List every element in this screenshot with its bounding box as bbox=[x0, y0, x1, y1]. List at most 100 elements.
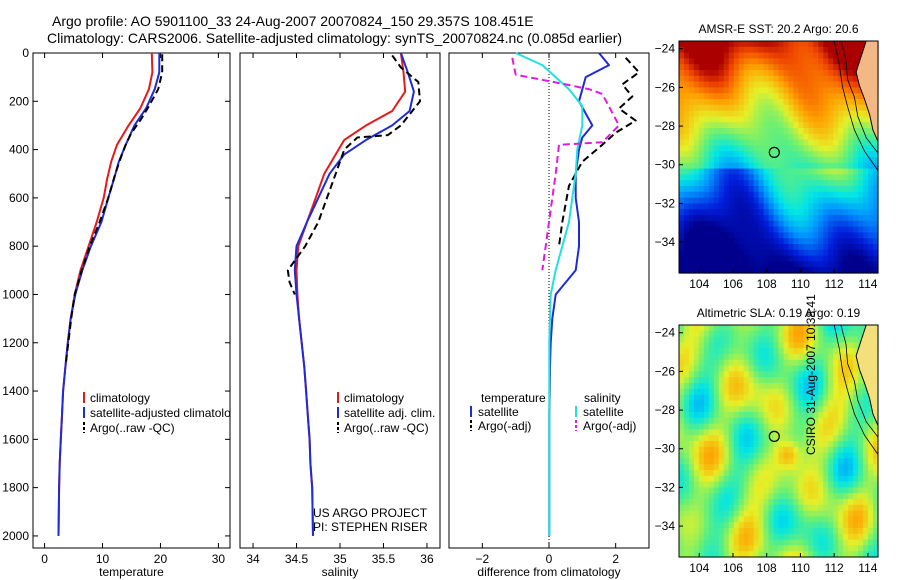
heatmap-cell bbox=[713, 52, 720, 59]
heatmap-cell bbox=[803, 394, 809, 401]
heatmap-cell bbox=[843, 423, 849, 430]
heatmap-cell bbox=[808, 377, 814, 384]
heatmap-cell bbox=[823, 157, 829, 164]
heatmap-cell bbox=[733, 487, 740, 494]
heatmap-cell bbox=[793, 133, 799, 141]
heatmap-cell bbox=[773, 516, 780, 523]
heatmap-cell bbox=[718, 464, 725, 471]
heatmap-cell bbox=[708, 93, 715, 100]
heatmap-cell bbox=[733, 244, 740, 251]
heatmap-cell bbox=[848, 377, 854, 384]
heatmap-cell bbox=[688, 191, 695, 199]
heatmap-cell bbox=[868, 186, 874, 193]
heatmap-cell bbox=[748, 174, 755, 181]
heatmap-cell bbox=[813, 41, 819, 48]
heatmap-cell bbox=[813, 481, 819, 488]
heatmap-cell bbox=[768, 133, 775, 141]
heatmap-cell bbox=[843, 162, 849, 170]
heatmap-cell bbox=[778, 499, 785, 506]
heatmap-cell bbox=[833, 128, 839, 135]
heatmap-cell bbox=[708, 493, 715, 500]
heatmap-cell bbox=[713, 551, 720, 558]
heatmap-cell bbox=[723, 93, 730, 100]
heatmap-cell bbox=[828, 516, 834, 523]
heatmap-cell bbox=[688, 209, 695, 216]
heatmap-cell bbox=[758, 441, 765, 448]
heatmap-cell bbox=[853, 417, 859, 425]
heatmap-cell bbox=[748, 226, 755, 233]
heatmap-cell bbox=[763, 348, 770, 355]
heatmap-cell bbox=[718, 388, 725, 396]
heatmap-cell bbox=[873, 139, 879, 146]
heatmap-cell bbox=[738, 261, 745, 268]
heatmap-cell bbox=[808, 249, 814, 257]
heatmap-cell bbox=[808, 104, 814, 112]
heatmap-cell bbox=[698, 215, 705, 222]
heatmap-cell bbox=[873, 209, 879, 216]
heatmap-cell bbox=[788, 545, 795, 552]
heatmap-cell bbox=[728, 168, 735, 175]
heatmap-cell bbox=[818, 342, 824, 349]
legend-entry: satellite adj. clim. bbox=[344, 406, 435, 420]
heatmap-cell bbox=[828, 180, 834, 187]
heatmap-cell bbox=[783, 58, 790, 65]
heatmap-cell bbox=[848, 52, 854, 59]
heatmap-cell bbox=[698, 75, 705, 83]
heatmap-cell bbox=[693, 174, 700, 181]
heatmap-cell bbox=[803, 128, 809, 135]
heatmap-cell bbox=[703, 446, 710, 454]
heatmap-cell bbox=[728, 162, 735, 170]
heatmap-cell bbox=[693, 499, 700, 506]
heatmap-cell bbox=[708, 41, 715, 48]
heatmap-cell bbox=[718, 249, 725, 257]
heatmap-cell bbox=[728, 41, 735, 48]
heatmap-cell bbox=[798, 470, 804, 477]
heatmap-cell bbox=[693, 186, 700, 193]
heatmap-cell bbox=[803, 99, 809, 106]
heatmap-cell bbox=[853, 452, 859, 459]
heatmap-cell bbox=[843, 417, 849, 425]
heatmap-cell bbox=[778, 545, 785, 552]
heatmap-cell bbox=[788, 93, 795, 100]
heatmap-cell bbox=[743, 435, 750, 442]
heatmap-cell bbox=[708, 539, 715, 546]
heatmap-cell bbox=[773, 116, 780, 123]
heatmap-cell bbox=[803, 441, 809, 448]
heatmap-cell bbox=[683, 464, 690, 471]
heatmap-cell bbox=[703, 87, 710, 94]
heatmap-cell bbox=[738, 371, 745, 378]
heatmap-cell bbox=[738, 545, 745, 552]
heatmap-cell bbox=[679, 348, 685, 355]
y-tick-label: 800 bbox=[9, 239, 29, 253]
heatmap-cell bbox=[723, 139, 730, 146]
heatmap-cell bbox=[853, 261, 859, 268]
heatmap-cell bbox=[738, 186, 745, 193]
heatmap-cell bbox=[788, 464, 795, 471]
heatmap-cell bbox=[848, 232, 854, 239]
heatmap-cell bbox=[733, 330, 740, 338]
heatmap-cell bbox=[728, 371, 735, 378]
heatmap-cell bbox=[778, 58, 785, 65]
heatmap-cell bbox=[843, 116, 849, 123]
heatmap-cell bbox=[773, 232, 780, 239]
heatmap-cell bbox=[798, 417, 804, 425]
heatmap-cell bbox=[708, 186, 715, 193]
heatmap-cell bbox=[758, 400, 765, 407]
heatmap-cell bbox=[703, 174, 710, 181]
heatmap-cell bbox=[778, 99, 785, 106]
heatmap-cell bbox=[708, 354, 715, 361]
heatmap-cell bbox=[843, 133, 849, 141]
heatmap-cell bbox=[753, 58, 760, 65]
heatmap-cell bbox=[748, 52, 755, 59]
heatmap-cell bbox=[688, 383, 695, 390]
heatmap-cell bbox=[773, 226, 780, 233]
heatmap-cell bbox=[828, 238, 834, 245]
heatmap-cell bbox=[788, 365, 795, 372]
heatmap-cell bbox=[853, 180, 859, 187]
heatmap-cell bbox=[763, 162, 770, 170]
heatmap-cell bbox=[683, 180, 690, 187]
coastline-land bbox=[855, 40, 879, 142]
heatmap-cell bbox=[698, 423, 705, 430]
heatmap-cell bbox=[828, 197, 834, 204]
heatmap-cell bbox=[833, 475, 839, 483]
